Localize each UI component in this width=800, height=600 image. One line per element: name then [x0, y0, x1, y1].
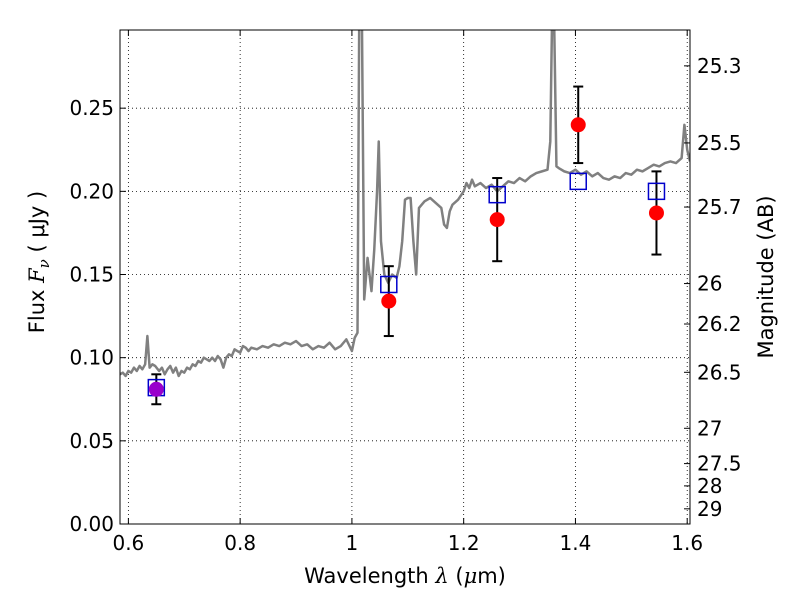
magnitude-tick-label: 27.5	[697, 452, 742, 476]
grid-lines	[120, 30, 690, 525]
sed-line-path	[120, 30, 690, 378]
observed-point	[489, 212, 505, 228]
x-axis-label: Wavelength λ (μm)	[304, 564, 506, 588]
y-tick-label: 0.25	[69, 96, 114, 120]
y-axis-ticks: 0.00 0.05 0.10 0.15 0.20 0.25	[69, 96, 126, 536]
magnitude-tick-label: 26	[697, 272, 722, 296]
magnitude-tick-label: 25.3	[697, 54, 742, 78]
observed-point	[570, 117, 586, 133]
x-tick-label: 0.6	[112, 531, 144, 555]
plot-frame	[119, 29, 691, 525]
model-square	[380, 275, 398, 294]
model-square	[488, 185, 506, 204]
y-tick-label: 0.10	[69, 346, 114, 370]
x-tick-label: 1.2	[448, 531, 480, 555]
x-tick-label: 1.4	[560, 531, 592, 555]
model-square	[647, 182, 666, 201]
observed-point	[148, 381, 164, 397]
observed-points	[148, 117, 664, 397]
magnitude-tick-label: 29	[697, 497, 722, 521]
y-tick-label: 0.20	[69, 179, 114, 203]
y-axis-label: Flux Fν ( μJy )	[25, 191, 53, 333]
magnitude-tick-label: 26.2	[697, 312, 742, 336]
magnitude-tick-label: 28	[697, 474, 722, 498]
magnitude-tick-label: 25.7	[697, 195, 742, 219]
x-tick-label: 0.8	[224, 531, 256, 555]
x-axis-ticks: 0.6 0.8 1 1.2 1.4 1.6	[112, 30, 703, 555]
model-square	[569, 172, 587, 191]
magnitude-tick-label: 26.5	[697, 360, 742, 384]
observed-point	[381, 293, 397, 309]
x-tick-label: 1	[346, 531, 359, 555]
magnitude-tick-label: 25.5	[697, 131, 742, 155]
observed-point	[648, 205, 664, 221]
magnitude-tick-label: 27	[697, 416, 722, 440]
sed-model-line	[120, 30, 690, 378]
y2-axis-label: Magnitude (AB)	[754, 195, 778, 358]
y-tick-label: 0.00	[69, 512, 114, 536]
y-tick-label: 0.15	[69, 263, 114, 287]
x-tick-label: 1.6	[671, 531, 703, 555]
y-tick-label: 0.05	[69, 429, 114, 453]
